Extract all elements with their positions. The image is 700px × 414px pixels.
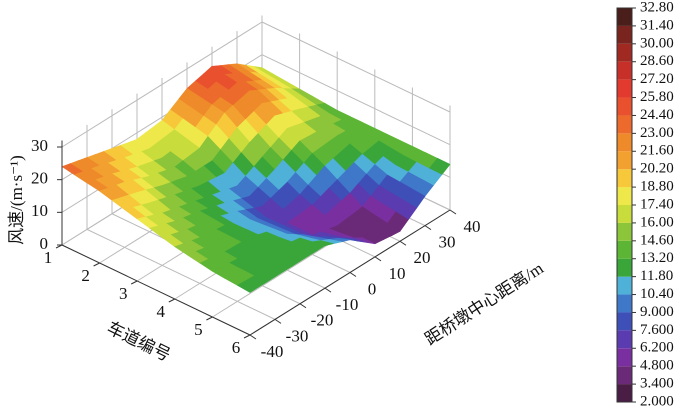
colorbar-band (617, 25, 632, 44)
colorbar-label: 21.60 (640, 143, 674, 159)
colorbar-band (617, 187, 632, 205)
colorbar-label: 31.40 (640, 17, 674, 33)
grid-line (261, 21, 451, 113)
colorbar-band (617, 276, 632, 295)
colorbar-band (617, 240, 632, 259)
colorbar-band (617, 8, 632, 26)
grid-line (86, 228, 276, 320)
colorbar-band (617, 366, 632, 385)
z-tick-label: 0 (40, 234, 49, 253)
tick-mark (55, 244, 63, 249)
y-tick-label: -10 (336, 295, 359, 314)
colorbar-band (617, 133, 632, 152)
y-tick-label: 40 (464, 217, 481, 236)
colorbar-label: 7.600 (640, 322, 674, 338)
colorbar-label: 17.40 (640, 196, 674, 212)
colorbar-band (617, 79, 632, 98)
y-tick-label: 30 (439, 233, 456, 252)
tick-mark (299, 303, 307, 309)
colorbar-band (617, 222, 632, 241)
colorbar-label: 24.40 (640, 107, 674, 123)
colorbar-label: 10.40 (640, 286, 674, 302)
x-axis-line (61, 244, 251, 336)
colorbar-label: 25.80 (640, 89, 674, 105)
colorbar-label: 4.800 (640, 358, 674, 374)
colorbar-label: 27.20 (640, 71, 674, 87)
tick-mark (374, 256, 382, 262)
y-tick-label: -30 (286, 326, 309, 345)
tick-mark (243, 334, 251, 339)
colorbar-band (617, 330, 632, 349)
colorbar-label: 16.00 (640, 214, 674, 230)
tick-mark (206, 316, 213, 321)
tick-mark (274, 318, 282, 324)
tick-mark (424, 225, 432, 231)
colorbar-band (617, 205, 632, 223)
z-tick-label: 30 (31, 136, 48, 155)
grid-line (61, 21, 263, 148)
x-tick-label: 5 (194, 320, 203, 339)
x-tick-label: 1 (44, 248, 53, 267)
y-axis-label: 距桥墩中心距离/m (422, 258, 547, 349)
colorbar-label: 14.60 (640, 232, 674, 248)
colorbar-label: 9.000 (640, 304, 674, 320)
colorbar-band (617, 258, 632, 277)
tick-mark (449, 209, 457, 215)
colorbar-label: 23.00 (640, 125, 674, 141)
y-tick-label: 10 (389, 264, 406, 283)
y-tick-label: -40 (261, 342, 284, 361)
tick-mark (168, 298, 176, 303)
x-tick-label: 3 (119, 284, 128, 303)
colorbar-label: 13.20 (640, 250, 674, 266)
tick-mark (93, 262, 100, 267)
x-tick-label: 2 (81, 266, 90, 285)
colorbar-label: 28.60 (640, 53, 674, 69)
x-tick-label: 4 (157, 302, 166, 321)
z-axis-label: 风速/(m·s⁻¹) (7, 155, 26, 245)
colorbar-label: 18.80 (640, 179, 674, 195)
grid-line (261, 54, 451, 146)
colorbar-label: 20.20 (640, 161, 674, 177)
x-axis-label: 车道编号 (104, 318, 173, 365)
colorbar-band (617, 61, 632, 80)
colorbar-band (617, 115, 632, 134)
tick-mark (349, 272, 357, 277)
surface-patch (236, 280, 259, 293)
y-tick-label: -20 (311, 311, 334, 330)
z-tick-label: 10 (31, 201, 48, 220)
tick-mark (399, 240, 407, 246)
colorbar-band (617, 97, 632, 116)
colorbar-band (617, 151, 632, 170)
x-tick-label: 6 (232, 338, 241, 357)
colorbar-label: 11.80 (640, 268, 673, 284)
colorbar-label: 30.00 (640, 35, 674, 51)
z-tick-label: 20 (31, 169, 48, 188)
tick-mark (324, 287, 332, 293)
colorbar-band (617, 294, 632, 313)
colorbar-band (617, 43, 632, 62)
colorbar-label: 2.000 (640, 393, 674, 409)
colorbar-band (617, 348, 632, 367)
colorbar-label: 32.80 (640, 0, 674, 15)
colorbar-band (617, 384, 632, 402)
tick-mark (130, 280, 138, 285)
colorbar-label: 6.200 (640, 340, 674, 356)
tick-mark (249, 334, 257, 340)
colorbar-label: 3.400 (640, 376, 674, 392)
y-tick-label: 20 (414, 248, 431, 267)
colorbar-band (617, 312, 632, 331)
colorbar-band (617, 169, 632, 188)
y-tick-label: 0 (368, 279, 377, 298)
